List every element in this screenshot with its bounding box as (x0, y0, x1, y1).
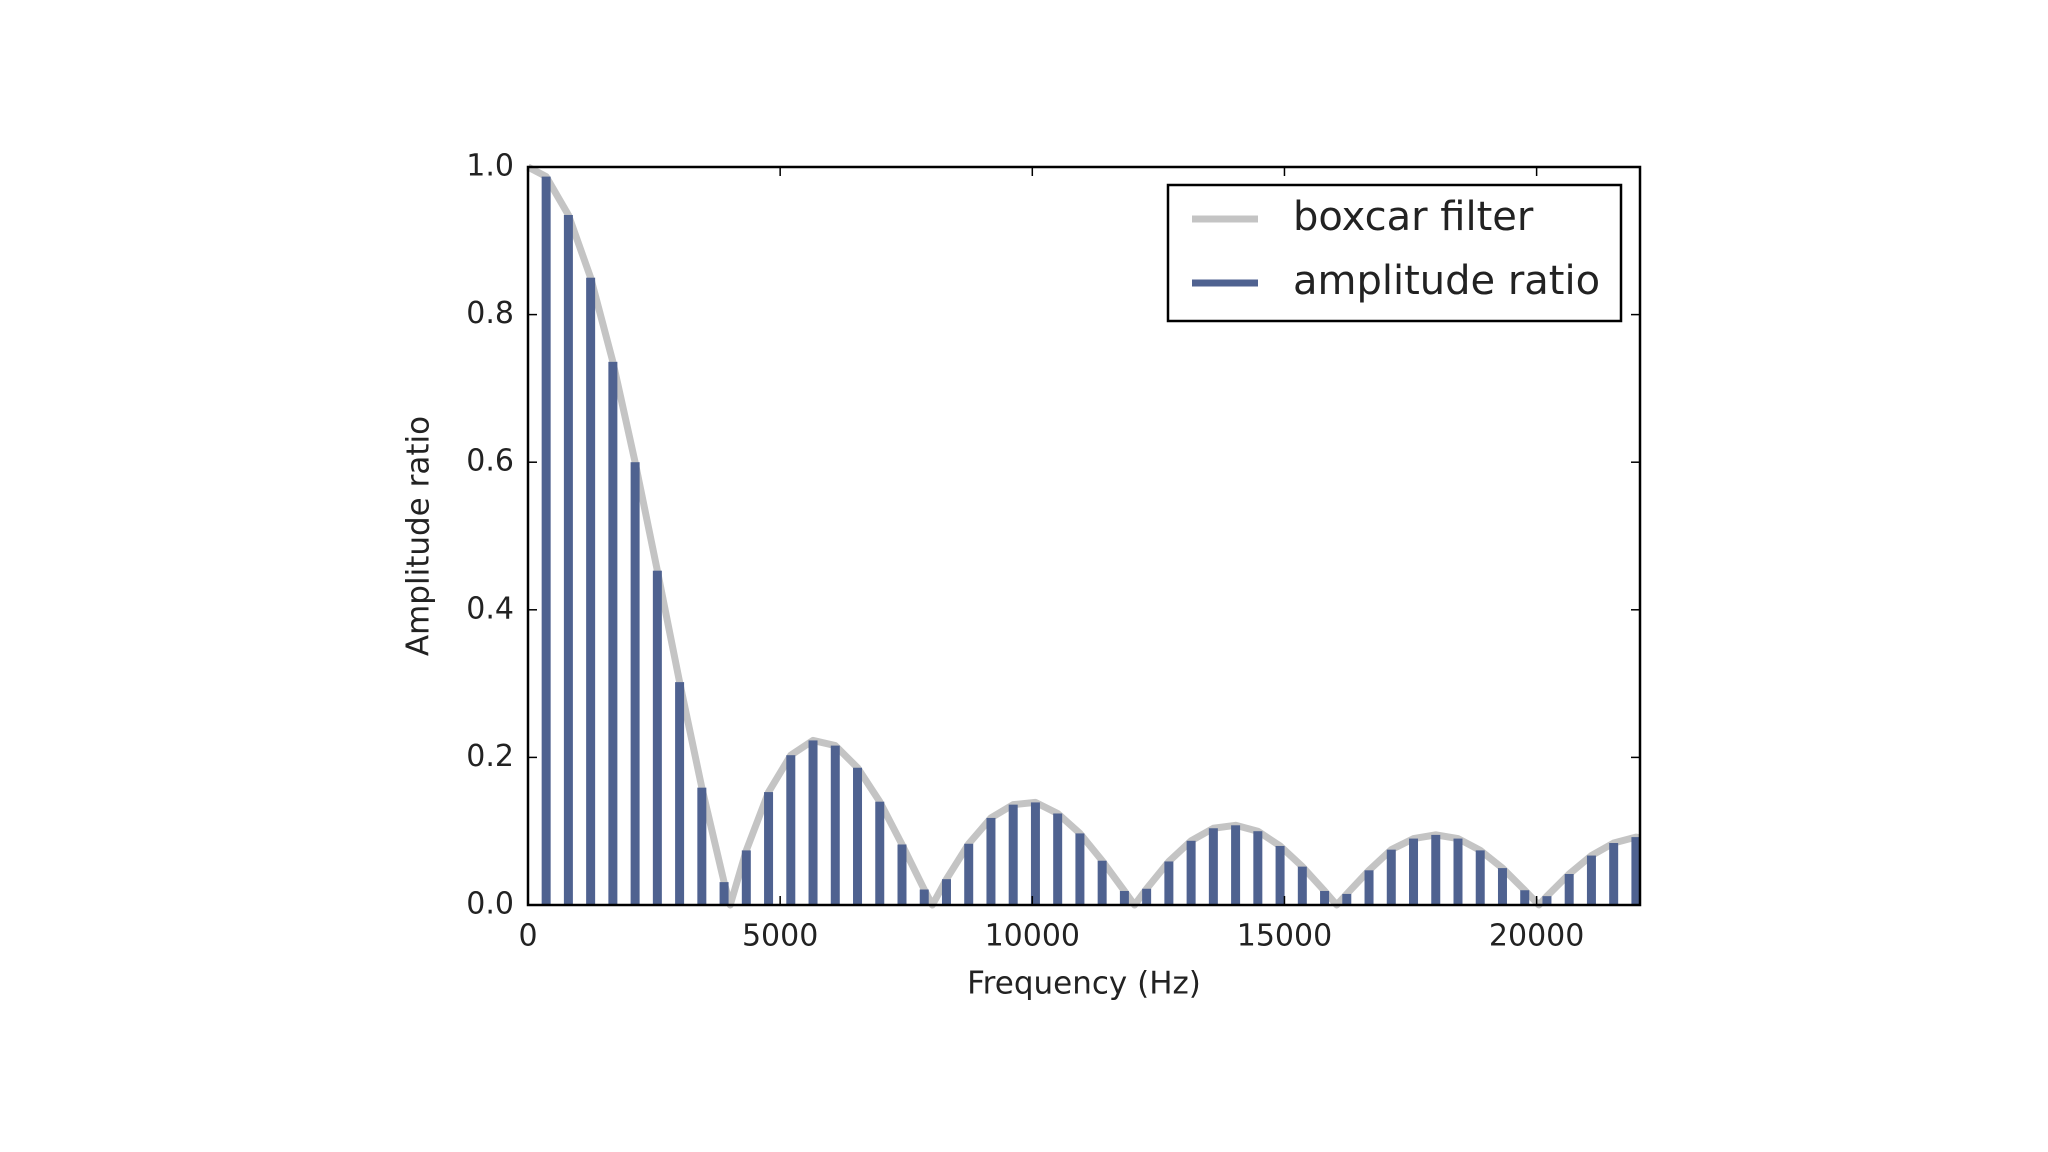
bar (1431, 834, 1441, 905)
bar (853, 767, 863, 905)
legend-label: amplitude ratio (1293, 258, 1600, 304)
y-tick-label: 1.0 (466, 149, 514, 184)
bar (1275, 845, 1285, 905)
bar (1520, 890, 1530, 905)
bar (1053, 813, 1063, 905)
bar (1297, 866, 1307, 905)
bar (630, 462, 640, 905)
y-tick-label: 0.4 (466, 591, 514, 626)
bar (608, 361, 618, 905)
y-tick-label: 0.6 (466, 444, 514, 479)
bar (1609, 843, 1619, 905)
bar (1631, 837, 1641, 905)
bar (808, 740, 818, 905)
bar (1497, 868, 1507, 905)
x-tick-label: 15000 (1237, 919, 1332, 954)
bar (1409, 838, 1419, 905)
y-tick-label: 0.8 (466, 296, 514, 331)
x-axis-label: Frequency (Hz) (967, 966, 1201, 1002)
bar (1364, 870, 1374, 905)
bar (1342, 893, 1352, 905)
bar (1453, 838, 1463, 905)
bar (1008, 804, 1018, 905)
plot-frame (526, 165, 1642, 907)
bar (586, 277, 596, 905)
x-tick-label: 5000 (742, 919, 818, 954)
bar (1164, 861, 1174, 905)
bar (1208, 828, 1218, 905)
bar (1253, 831, 1263, 905)
bar (919, 889, 929, 905)
y-tick-label: 0.2 (466, 739, 514, 774)
bar (897, 844, 907, 905)
bar (697, 787, 707, 905)
bar (786, 755, 796, 905)
bar (1142, 888, 1152, 905)
bar (941, 879, 951, 905)
bar (1475, 850, 1485, 905)
bar (719, 882, 729, 905)
bar (1231, 825, 1241, 905)
x-tick-label: 0 (518, 919, 537, 954)
bar (764, 792, 774, 905)
bar (741, 850, 751, 905)
bar (1097, 860, 1107, 905)
plot-area (526, 163, 1641, 909)
bar (541, 176, 551, 905)
bar (675, 682, 685, 905)
bar (1320, 890, 1330, 905)
bar (563, 214, 573, 906)
bar (986, 817, 996, 905)
y-tick-label: 0.0 (466, 887, 514, 922)
bar (1564, 874, 1574, 905)
bar (1586, 855, 1596, 905)
bar (1030, 802, 1040, 905)
bar (830, 745, 840, 905)
bar (1542, 896, 1552, 905)
bar (1075, 833, 1085, 905)
bar (1386, 849, 1396, 905)
y-axis-label: Amplitude ratio (401, 416, 437, 656)
bar (652, 570, 662, 905)
bar (964, 843, 974, 905)
bar (875, 801, 885, 905)
legend-box (1166, 183, 1623, 323)
legend-label: boxcar filter (1293, 194, 1534, 240)
x-tick-label: 10000 (985, 919, 1080, 954)
x-tick-label: 20000 (1489, 919, 1584, 954)
bar (1186, 840, 1196, 905)
bar (1119, 890, 1129, 905)
